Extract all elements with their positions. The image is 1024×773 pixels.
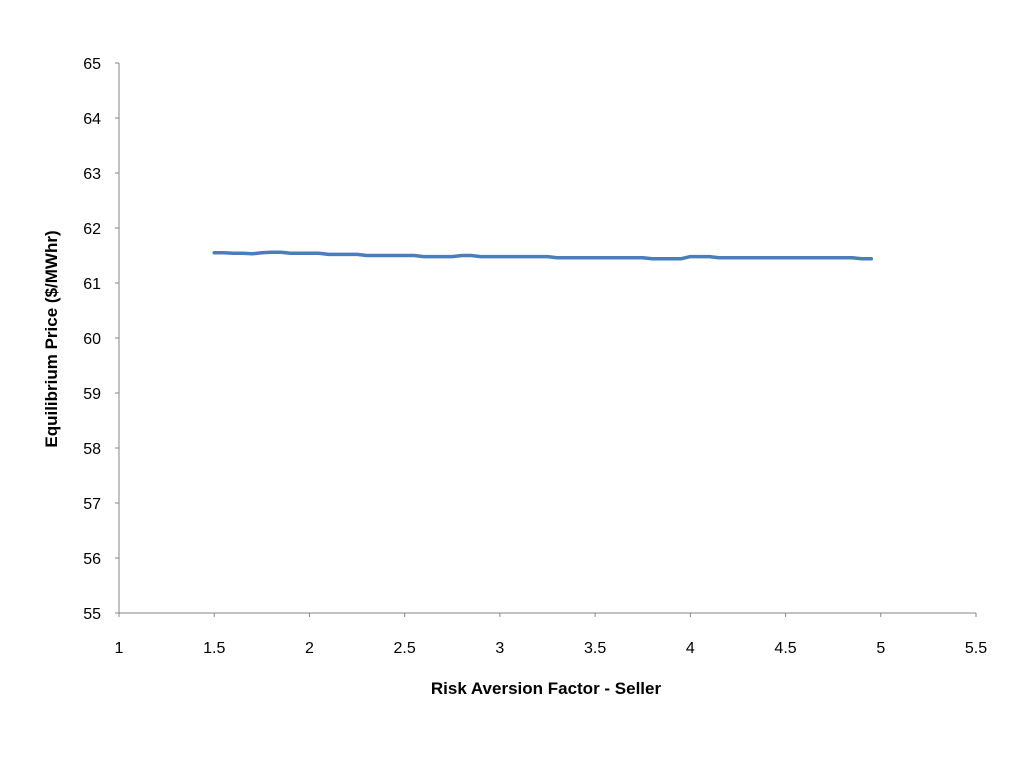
axes <box>118 63 976 614</box>
x-tick-label: 3.5 <box>584 640 606 657</box>
y-tick-label: 60 <box>83 331 101 348</box>
y-tick-label: 61 <box>83 276 101 293</box>
y-tick-label: 58 <box>83 441 101 458</box>
y-tick-label: 62 <box>83 221 101 238</box>
x-tick-label: 2.5 <box>394 640 416 657</box>
x-tick-label: 1.5 <box>203 640 225 657</box>
y-tick-label: 57 <box>83 496 101 513</box>
x-tick-label: 2 <box>305 640 314 657</box>
y-tick-label: 65 <box>83 56 101 73</box>
x-tick-label: 1 <box>115 640 124 657</box>
x-axis-ticks: 1 1.5 2 2.5 3 3.5 4 4.5 5 5.5 <box>115 613 987 657</box>
y-tick-label: 64 <box>83 111 101 128</box>
series-line <box>212 250 874 261</box>
y-axis-ticks: 55 56 57 58 59 60 61 62 63 64 65 <box>83 56 119 623</box>
x-tick-label: 5.5 <box>965 640 987 657</box>
series-layer <box>212 250 874 261</box>
x-tick-label: 5 <box>876 640 885 657</box>
y-axis-title: Equilibrium Price ($/MWhr) <box>42 230 61 447</box>
y-tick-label: 63 <box>83 166 101 183</box>
x-axis-title: Risk Aversion Factor - Seller <box>431 679 662 698</box>
x-tick-label: 3 <box>495 640 504 657</box>
x-tick-label: 4.5 <box>774 640 796 657</box>
y-tick-label: 56 <box>83 551 101 568</box>
y-tick-label: 59 <box>83 386 101 403</box>
y-tick-label: 55 <box>83 606 101 623</box>
x-tick-label: 4 <box>686 640 695 657</box>
